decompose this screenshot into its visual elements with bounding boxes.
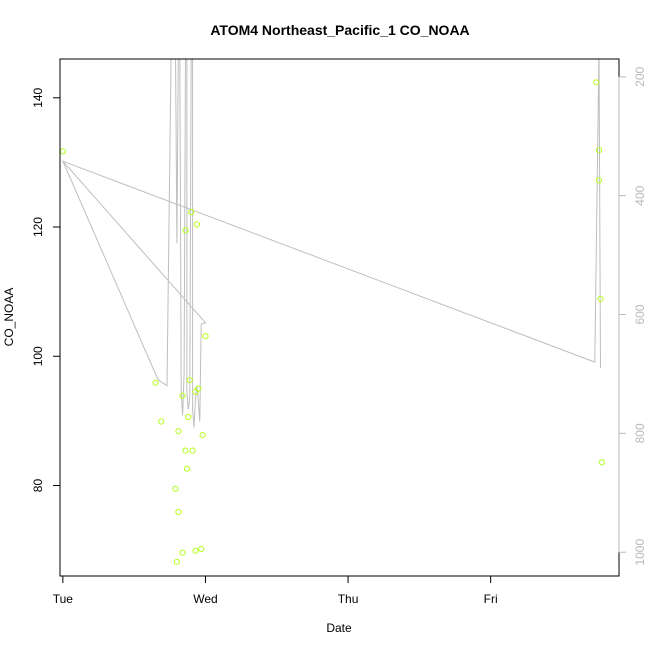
y-axis-right: 200 400 600 800 1000 xyxy=(618,66,647,566)
data-point xyxy=(195,385,202,392)
data-point xyxy=(179,549,186,556)
y-axis-label: CO_NOAA xyxy=(2,288,16,347)
y-tick-label: 140 xyxy=(31,87,45,107)
y-tick-label: 100 xyxy=(31,346,45,366)
y-tick-label: 120 xyxy=(31,217,45,237)
y2-tick-label: 800 xyxy=(633,423,647,443)
data-point xyxy=(152,379,159,386)
data-point xyxy=(182,227,189,234)
x-tick-label: Wed xyxy=(193,592,217,606)
x-axis: Tue Wed Thu Fri xyxy=(53,575,498,606)
data-point xyxy=(597,295,604,302)
data-point xyxy=(183,465,190,472)
x-tick-label: Tue xyxy=(53,592,74,606)
y-axis-left: 80 100 120 140 xyxy=(31,87,61,493)
data-point xyxy=(198,545,205,553)
data-point xyxy=(199,432,206,439)
data-point xyxy=(186,377,193,384)
data-point xyxy=(193,221,200,228)
y-tick-label: 80 xyxy=(31,479,45,493)
data-point xyxy=(173,558,180,565)
data-point xyxy=(185,413,192,421)
series-line xyxy=(61,59,601,428)
data-point xyxy=(172,485,179,492)
data-point xyxy=(598,459,606,466)
data-point xyxy=(189,447,196,454)
y2-tick-label: 1000 xyxy=(633,539,647,566)
data-point xyxy=(202,333,209,340)
data-point xyxy=(158,418,165,425)
x-axis-label: Date xyxy=(326,621,352,635)
x-tick-label: Fri xyxy=(484,592,498,606)
data-point xyxy=(60,148,66,155)
y2-tick-label: 400 xyxy=(633,185,647,205)
data-point xyxy=(179,392,186,399)
chart-title: ATOM4 Northeast_Pacific_1 CO_NOAA xyxy=(210,22,469,38)
y2-tick-label: 200 xyxy=(633,66,647,86)
y2-tick-label: 600 xyxy=(633,304,647,324)
x-tick-label: Thu xyxy=(338,592,359,606)
data-point xyxy=(175,428,182,435)
data-point xyxy=(175,508,182,516)
data-point xyxy=(595,177,603,184)
data-point xyxy=(188,209,195,216)
series-layer xyxy=(60,59,606,565)
data-point xyxy=(192,547,199,554)
data-point xyxy=(595,147,603,154)
plot-frame xyxy=(59,58,620,577)
data-point xyxy=(182,447,189,454)
data-point xyxy=(593,79,600,86)
